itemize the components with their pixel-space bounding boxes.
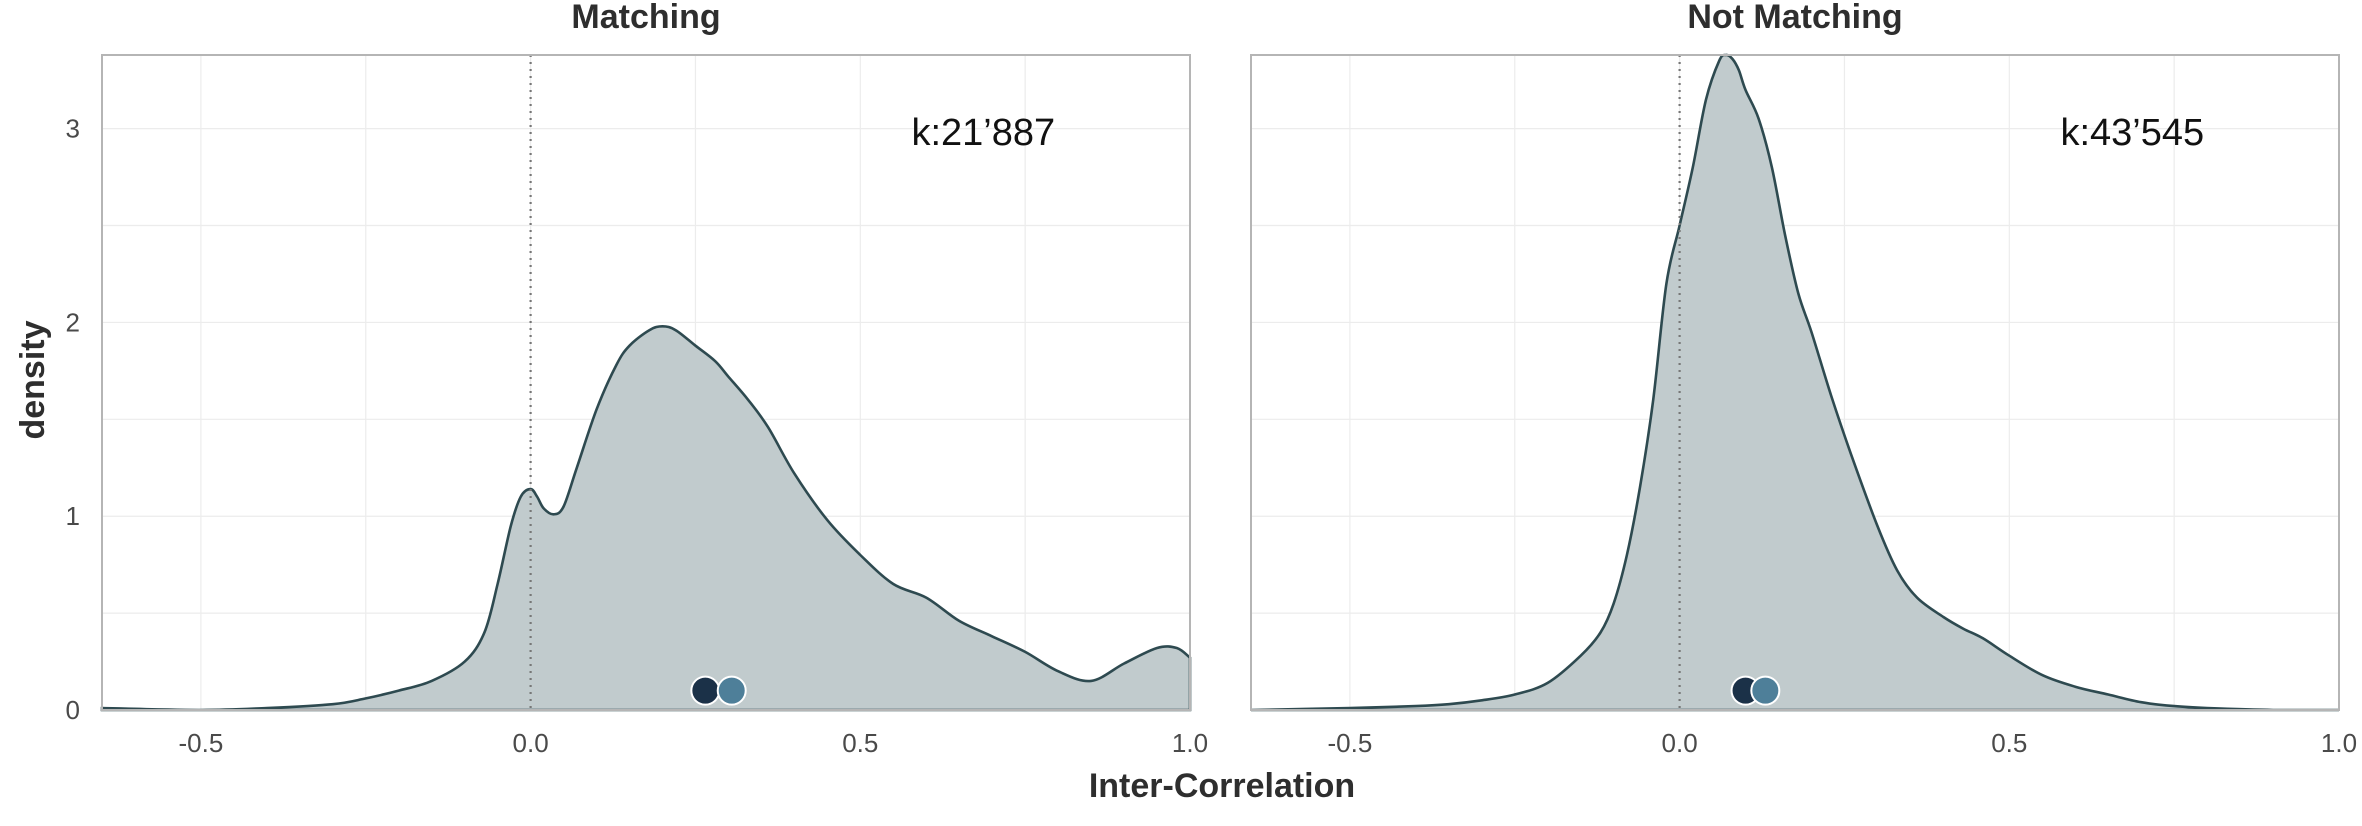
x-tick-label: 0.5: [842, 728, 878, 758]
mean-point: [716, 675, 747, 706]
panel-title: Matching: [571, 0, 720, 36]
density-area: [1250, 53, 2339, 712]
panel-title: Not Matching: [1687, 0, 1902, 36]
x-tick-label: -0.5: [1328, 728, 1373, 758]
x-axis-title: Inter-Correlation: [1089, 767, 1355, 805]
mean-point: [690, 675, 721, 706]
panel-2: Not Matching k:43’545 -0.5 0.0 0.5 1.0: [1250, 0, 2357, 758]
y-tick-label: 3: [66, 114, 80, 144]
density-area: [100, 324, 1192, 712]
x-tick-label: 0.0: [513, 728, 549, 758]
x-tick-label: 1.0: [1172, 728, 1208, 758]
panel-frame: [1250, 54, 2340, 711]
k-annotation: k:21’887: [911, 112, 1055, 154]
y-tick-label: 0: [66, 695, 80, 725]
k-annotation: k:43’545: [2060, 112, 2204, 154]
panel-1: Matching k:21’887 -0.5 0.0 0.5 1.0 0 1 2 3: [66, 0, 1209, 758]
x-tick-label: 0.0: [1662, 728, 1698, 758]
mean-point: [1750, 675, 1781, 706]
y-tick-label: 1: [66, 501, 80, 531]
x-tick-label: -0.5: [179, 728, 224, 758]
y-axis-title: density: [14, 320, 52, 439]
x-tick-label: 1.0: [2321, 728, 2357, 758]
y-tick-label: 2: [66, 307, 80, 337]
panel-frame: [101, 54, 1191, 711]
panels-layer: Matching k:21’887 -0.5 0.0 0.5 1.0 0 1 2 3 Not Mat…: [66, 0, 2358, 758]
x-tick-label: 0.5: [1991, 728, 2027, 758]
